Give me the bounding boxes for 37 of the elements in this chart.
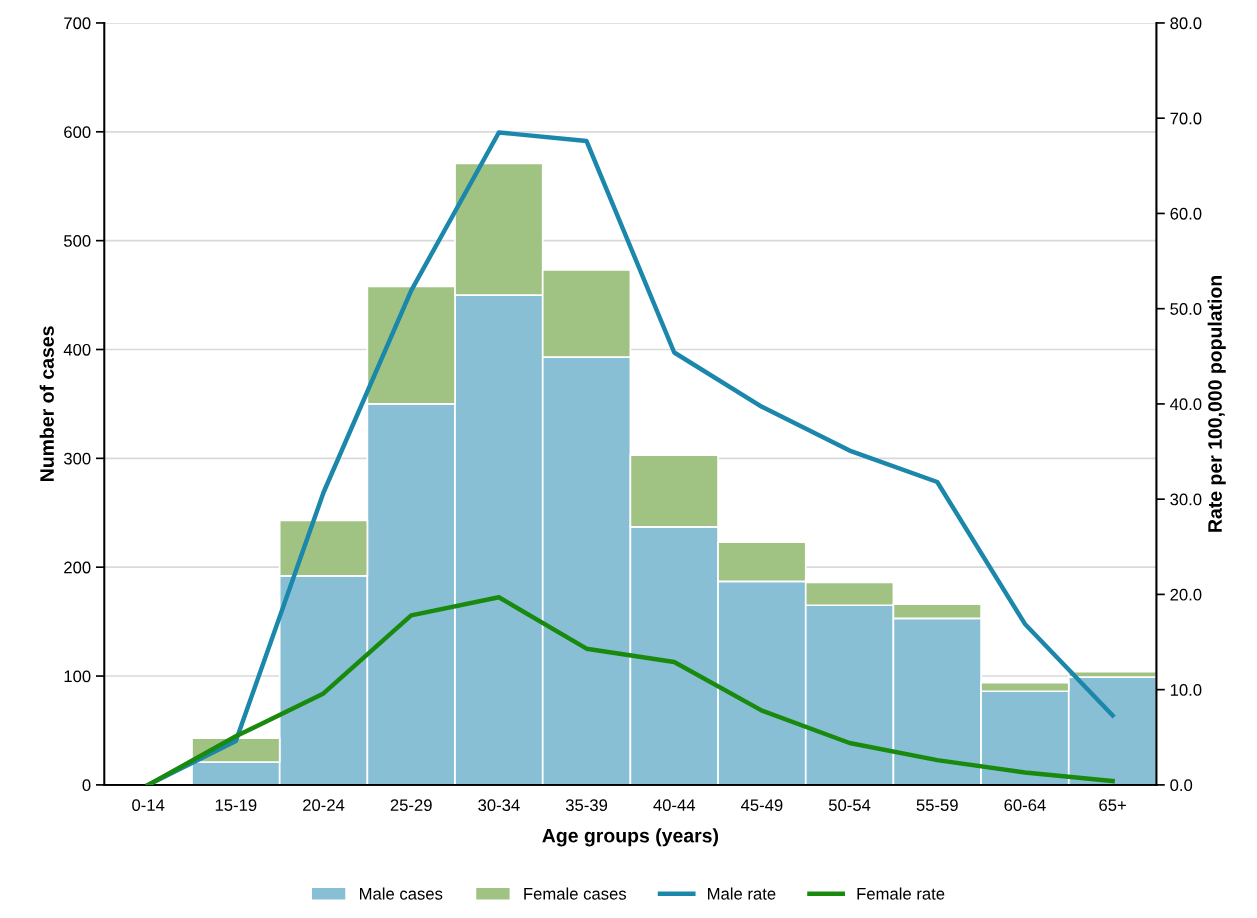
y-tick-label: 0 bbox=[82, 779, 91, 792]
y-tick-label: 100 bbox=[64, 670, 91, 683]
y2-axis-title: Rate per 100,000 population bbox=[1207, 275, 1226, 532]
x-tick-label: 65+ bbox=[1099, 799, 1126, 812]
x-tick-label: 0-14 bbox=[132, 799, 165, 812]
line-series bbox=[145, 595, 1115, 785]
x-tick-label: 20-24 bbox=[303, 799, 345, 812]
y2-tick-label: 30.0 bbox=[1170, 493, 1202, 506]
x-tick-label: 55-59 bbox=[916, 799, 958, 812]
y-tick-label: 300 bbox=[63, 452, 91, 465]
x-tick-label: 50-54 bbox=[828, 799, 871, 812]
legend-label: Male rate bbox=[708, 887, 776, 900]
x-tick-label: 60-64 bbox=[1004, 799, 1046, 812]
y-axis-title: Number of cases bbox=[39, 326, 54, 481]
legend-label: Female cases bbox=[524, 887, 627, 900]
y2-tick-label: 40.0 bbox=[1170, 398, 1202, 411]
x-axis-title: Age groups (years) bbox=[542, 828, 719, 847]
x-tick-label: 30-34 bbox=[478, 799, 520, 812]
legend-label: Female rate bbox=[857, 887, 945, 900]
legend-label: Male cases bbox=[359, 887, 443, 900]
y-tick-label: 700 bbox=[64, 17, 91, 30]
y2-tick-label: 60.0 bbox=[1170, 207, 1202, 220]
x-tick-label: 35-39 bbox=[565, 799, 608, 812]
y2-tick-label: 20.0 bbox=[1170, 588, 1202, 601]
y-tick-label: 200 bbox=[64, 561, 91, 574]
y2-tick-label: 50.0 bbox=[1170, 303, 1202, 315]
y2-tick-label: 70.0 bbox=[1170, 112, 1202, 125]
x-tick-label: 40-44 bbox=[653, 799, 696, 812]
x-tick-label: 15-19 bbox=[215, 799, 257, 812]
y2-tick-label: 10.0 bbox=[1170, 684, 1202, 696]
x-tick-label: 45-49 bbox=[740, 799, 783, 812]
y-tick-label: 400 bbox=[63, 343, 91, 356]
y-tick-label: 600 bbox=[64, 126, 91, 138]
x-tick-label: 25-29 bbox=[390, 799, 432, 812]
y2-tick-label: 0.0 bbox=[1170, 779, 1193, 792]
y2-tick-label: 80.0 bbox=[1170, 17, 1202, 30]
y-tick-label: 500 bbox=[64, 235, 91, 247]
